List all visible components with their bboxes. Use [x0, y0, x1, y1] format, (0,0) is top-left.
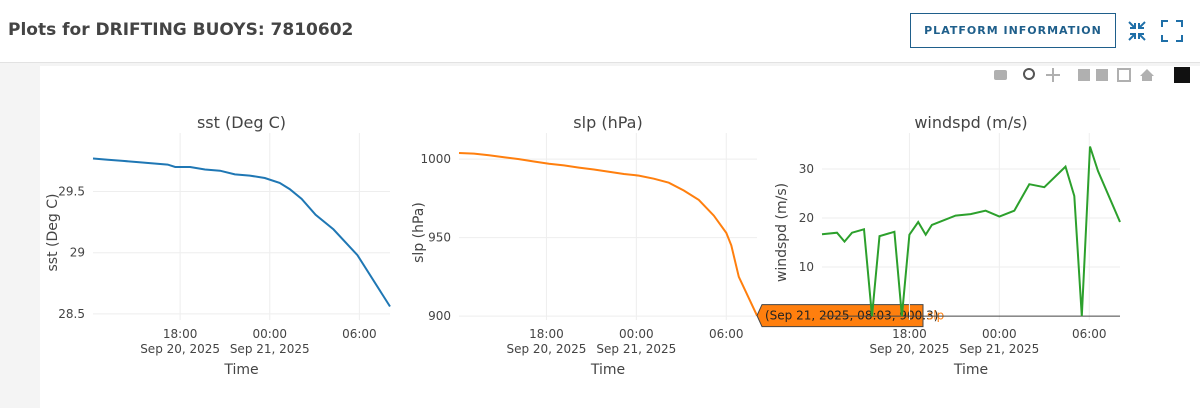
- y-tick-label: 1000: [420, 152, 451, 166]
- x-tick-label: 06:00: [342, 327, 377, 341]
- window-icons: [1128, 20, 1183, 42]
- x-tick-date: Sep 20, 2025: [140, 342, 220, 356]
- y-tick-label: 29.5: [58, 185, 85, 199]
- plots: sst (Deg C) Time sst (Deg C) 28.5 29 29.5 18:0…: [45, 67, 1190, 378]
- y-tick-label: 20: [799, 211, 814, 225]
- plotly-logo[interactable]: [1174, 67, 1190, 83]
- autoscale-icon[interactable]: [1117, 68, 1131, 82]
- y-tick-label: 29: [70, 246, 85, 260]
- x-tick-label: 00:00: [982, 327, 1017, 341]
- header: Plots for DRIFTING BUOYS: 7810602 PLATFO…: [0, 0, 1200, 63]
- x-tick-label: 00:00: [619, 327, 654, 341]
- x-axis-label: Time: [953, 362, 988, 378]
- x-tick-date: Sep 21, 2025: [959, 342, 1039, 356]
- x-tick-label: 18:00: [529, 327, 564, 341]
- y-tick-label: 30: [799, 162, 814, 176]
- y-tick-label: 900: [428, 309, 451, 323]
- y-axis-label: windspd (m/s): [774, 183, 790, 282]
- y-axis-label: sst (Deg C): [45, 194, 61, 272]
- camera-icon[interactable]: [994, 70, 1007, 80]
- platform-info-button[interactable]: PLATFORM INFORMATION: [910, 13, 1116, 48]
- page-title: Plots for DRIFTING BUOYS: 7810602: [8, 20, 354, 40]
- chart-title: windspd (m/s): [914, 113, 1027, 132]
- chart-title: sst (Deg C): [197, 113, 286, 132]
- x-tick-label: 18:00: [163, 327, 198, 341]
- x-axis-label: Time: [590, 362, 625, 378]
- data-line: [821, 146, 1121, 317]
- data-line: [458, 152, 758, 317]
- x-tick-date: Sep 21, 2025: [596, 342, 676, 356]
- y-tick-label: 10: [799, 260, 814, 274]
- modebar: [994, 67, 1190, 83]
- zoom-icon[interactable]: [1023, 68, 1035, 80]
- data-line: [92, 157, 391, 308]
- x-tick-label: 06:00: [709, 327, 744, 341]
- reset-icon[interactable]: [1140, 69, 1154, 81]
- collapse-icon[interactable]: [1128, 21, 1146, 41]
- fullscreen-icon[interactable]: [1161, 20, 1183, 42]
- zoom-out-icon[interactable]: [1096, 69, 1108, 81]
- x-tick-label: 00:00: [252, 327, 287, 341]
- y-tick-label: 28.5: [58, 307, 85, 321]
- x-tick-date: Sep 20, 2025: [869, 342, 949, 356]
- y-axis-label: slp (hPa): [411, 202, 427, 263]
- x-tick-date: Sep 20, 2025: [506, 342, 586, 356]
- zoom-in-icon[interactable]: [1078, 69, 1090, 81]
- pan-icon[interactable]: [1046, 68, 1060, 82]
- y-tick-label: 950: [428, 231, 451, 245]
- plot-panel: sst (Deg C) Time sst (Deg C) 28.5 29 29.5 18:0…: [40, 66, 1200, 408]
- x-tick-date: Sep 21, 2025: [230, 342, 310, 356]
- chart-title: slp (hPa): [573, 113, 642, 132]
- x-axis-label: Time: [223, 362, 258, 378]
- x-tick-label: 18:00: [892, 327, 927, 341]
- x-tick-label: 06:00: [1072, 327, 1107, 341]
